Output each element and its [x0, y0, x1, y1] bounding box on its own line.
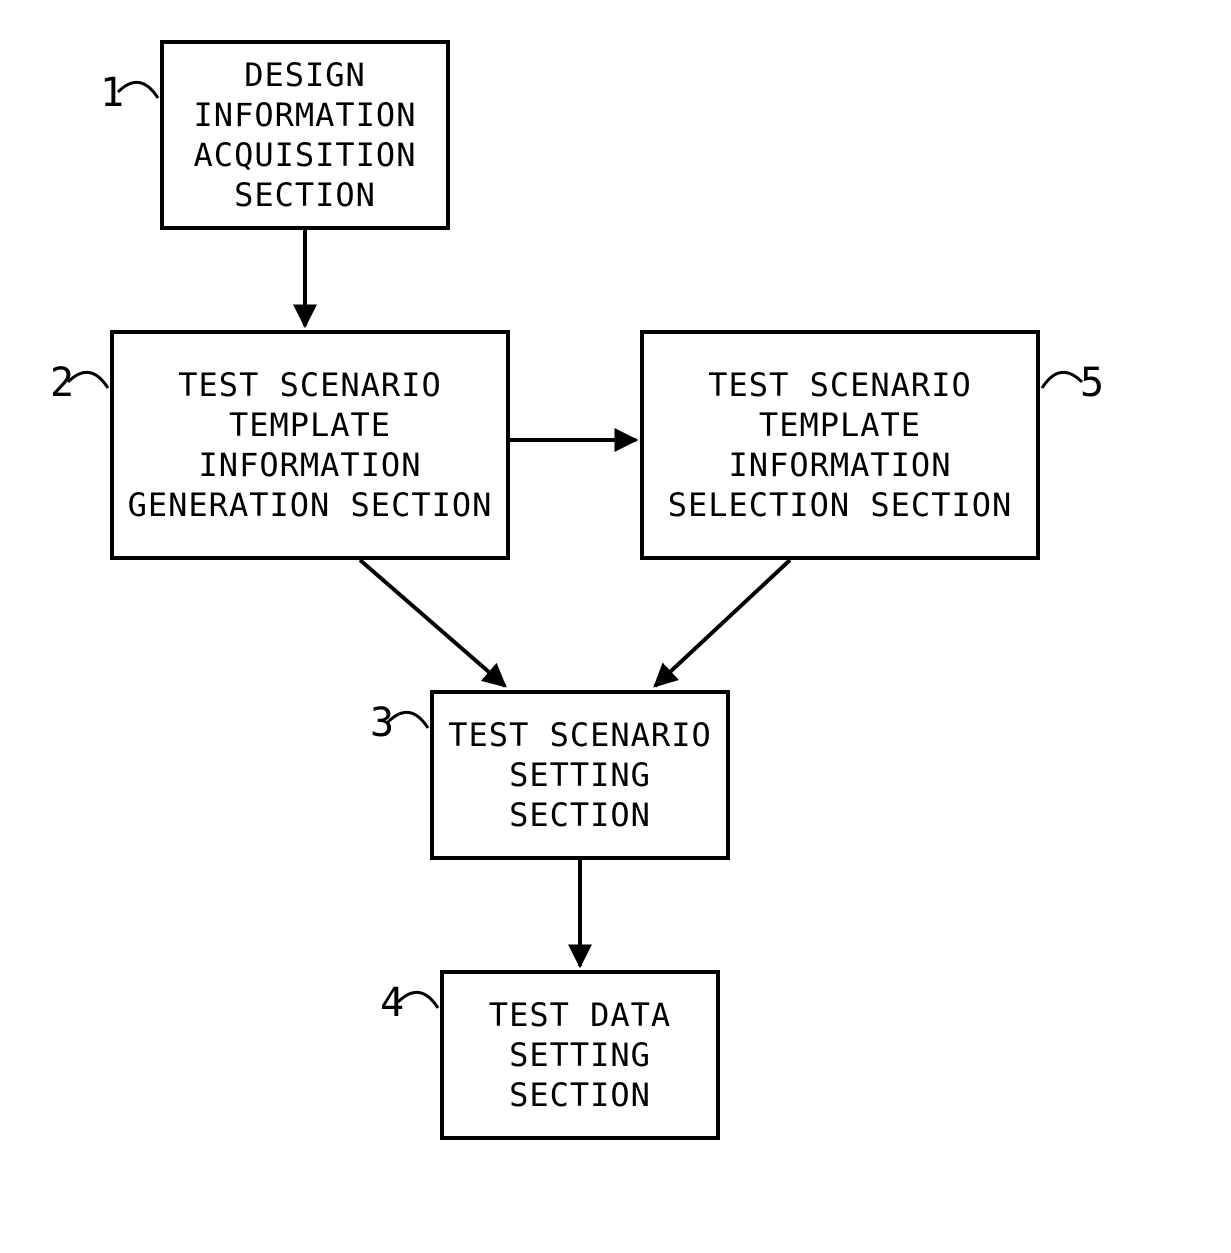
node-text: TEST SCENARIOTEMPLATEINFORMATIONSELECTIO…: [668, 365, 1013, 525]
node-n2: TEST SCENARIOTEMPLATEINFORMATIONGENERATI…: [110, 330, 510, 560]
edge-n5-n3: [655, 560, 790, 686]
flowchart-canvas: DESIGNINFORMATIONACQUISITIONSECTION 1 TEST…: [0, 0, 1231, 1253]
node-n4: TEST DATASETTINGSECTION: [440, 970, 720, 1140]
node-text: TEST DATASETTINGSECTION: [489, 995, 671, 1115]
node-n5: TEST SCENARIOTEMPLATEINFORMATIONSELECTIO…: [640, 330, 1040, 560]
node-number-n2: 2: [50, 360, 74, 406]
node-number-n4: 4: [380, 980, 404, 1026]
node-number-n5: 5: [1080, 360, 1104, 406]
node-text: DESIGNINFORMATIONACQUISITIONSECTION: [194, 55, 417, 215]
node-text: TEST SCENARIOTEMPLATEINFORMATIONGENERATI…: [128, 365, 493, 525]
node-n1: DESIGNINFORMATIONACQUISITIONSECTION: [160, 40, 450, 230]
node-text: TEST SCENARIOSETTINGSECTION: [448, 715, 711, 835]
node-number-n1: 1: [100, 70, 124, 116]
edge-n2-n3: [360, 560, 505, 686]
node-n3: TEST SCENARIOSETTINGSECTION: [430, 690, 730, 860]
node-number-n3: 3: [370, 700, 394, 746]
lead-n5: [1042, 372, 1082, 388]
